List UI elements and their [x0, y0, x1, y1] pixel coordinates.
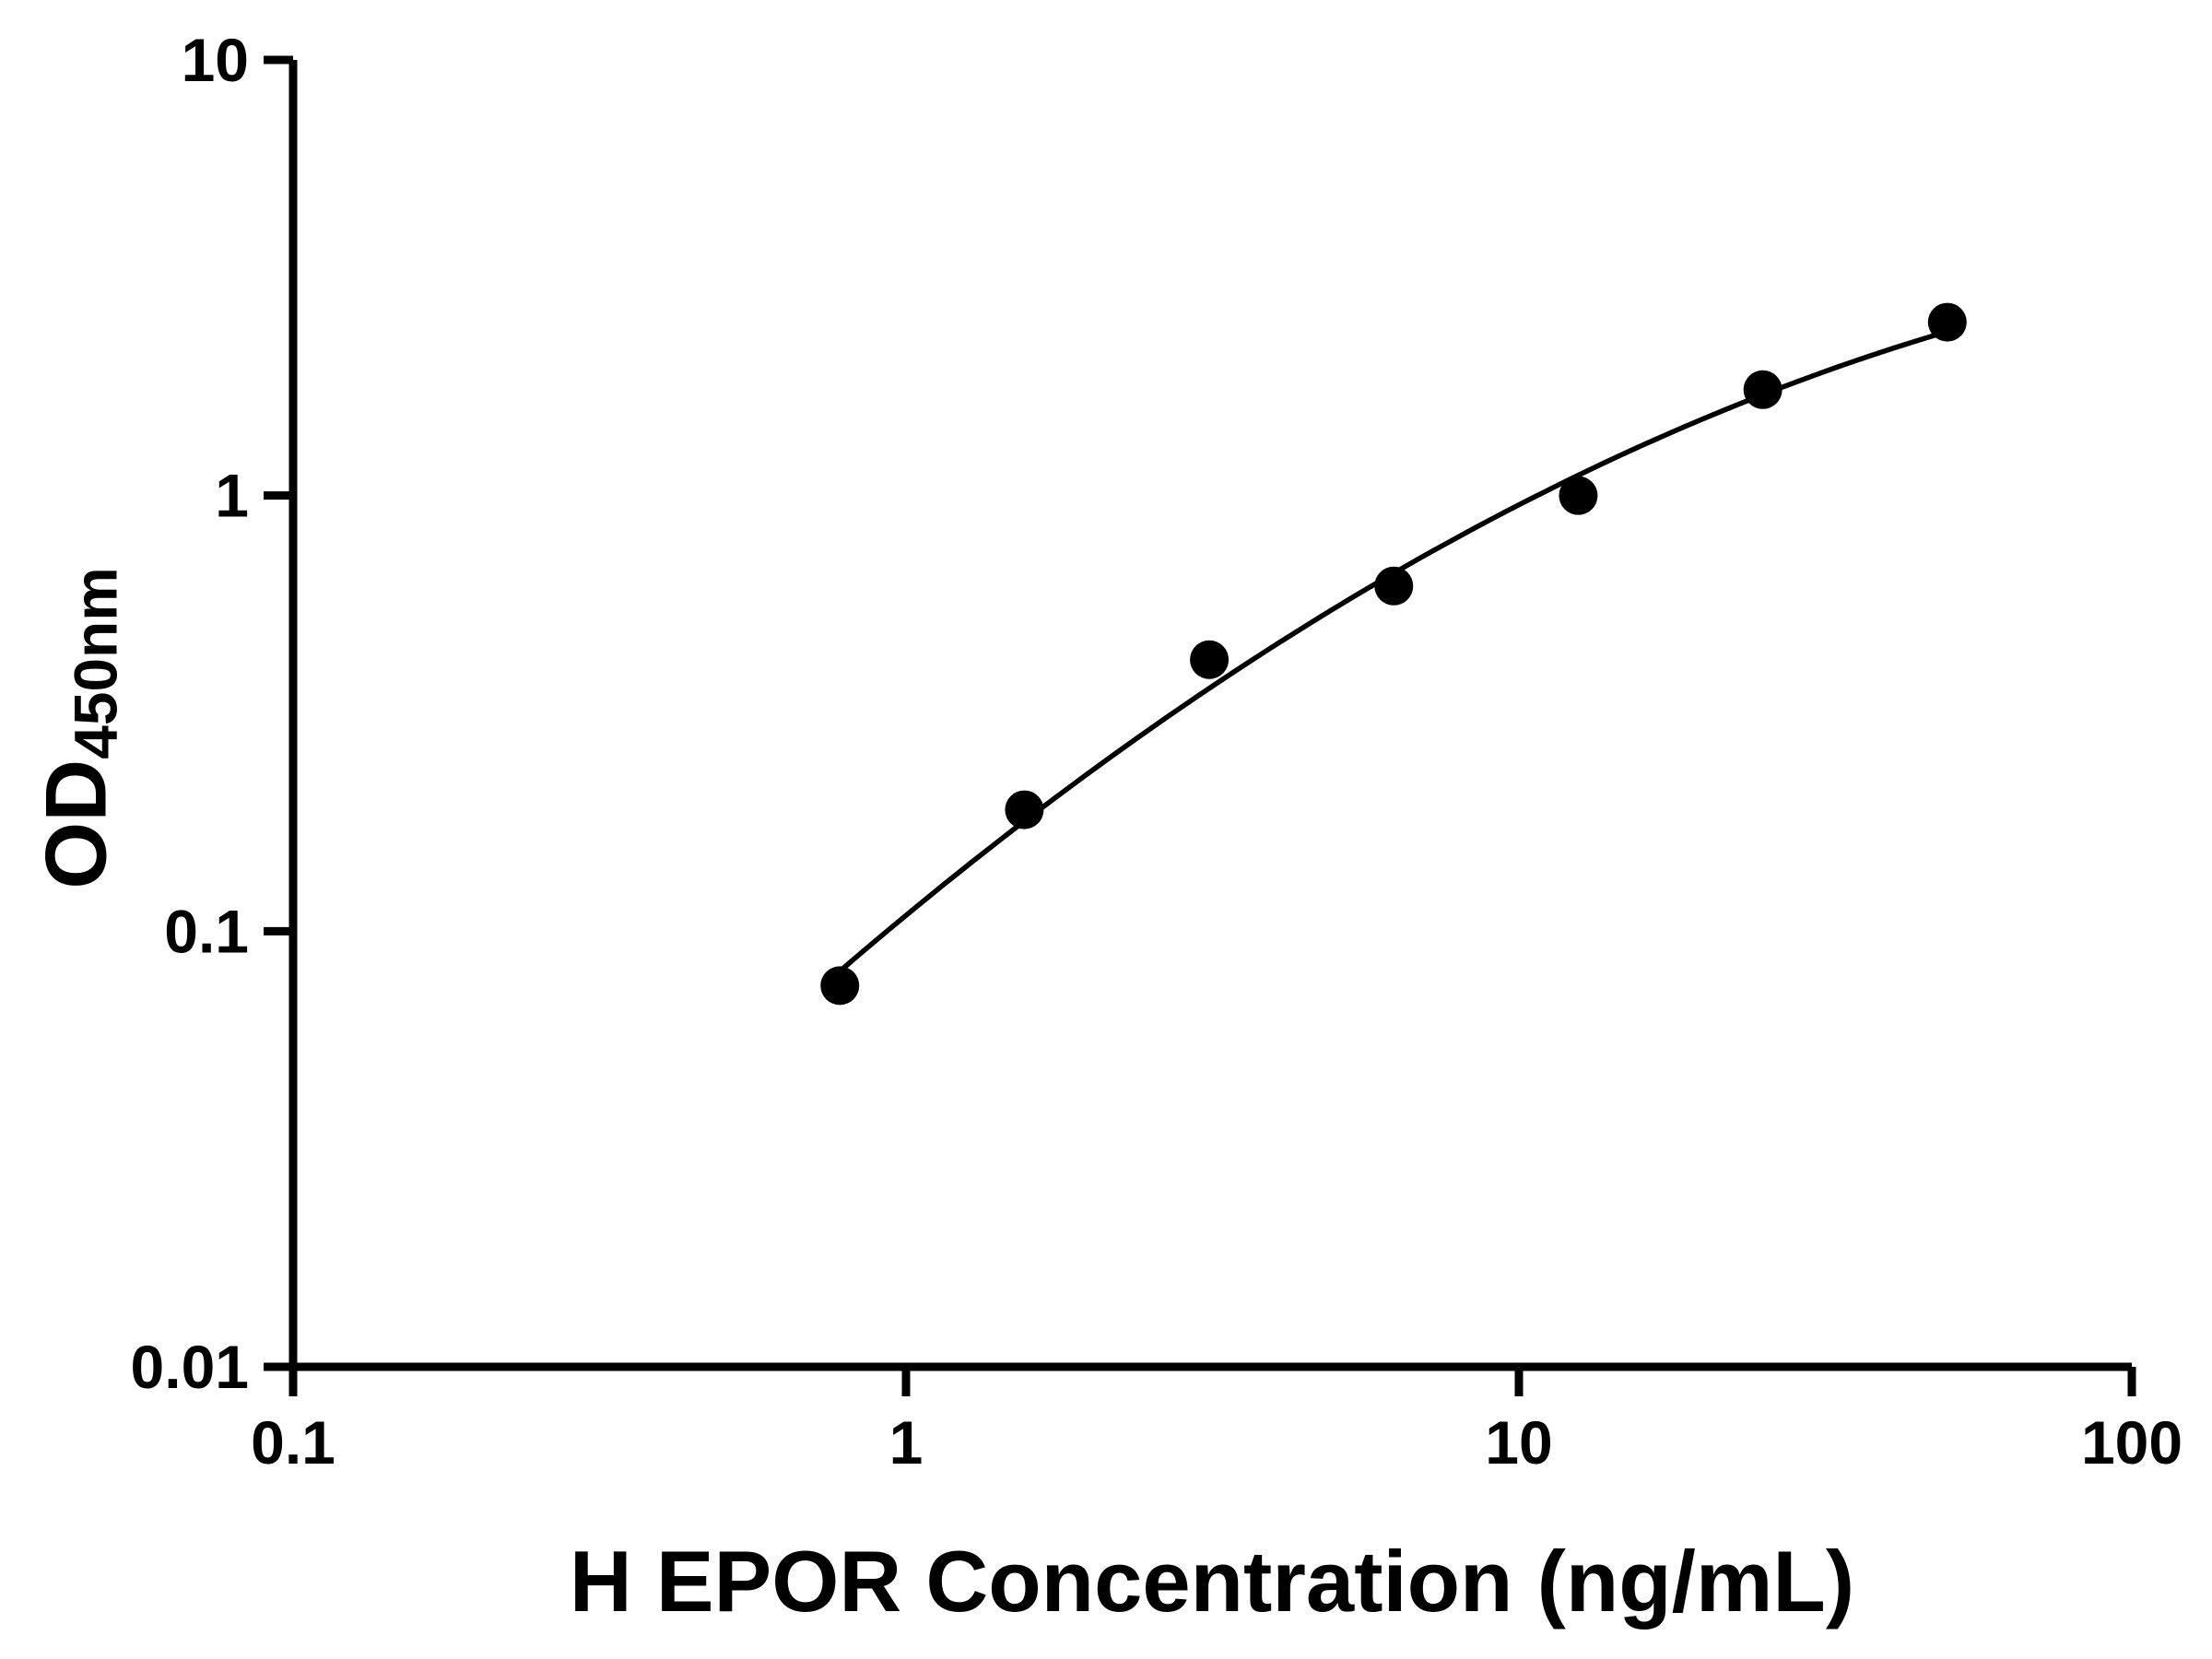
y-axis-tick-label: 0.1 [164, 897, 249, 965]
y-axis-tick-label: 1 [215, 462, 249, 530]
data-point [1374, 566, 1414, 606]
data-point [1927, 302, 1967, 342]
x-axis-tick-label: 10 [1485, 1408, 1552, 1477]
x-axis-tick-label: 1 [889, 1408, 924, 1477]
data-point [1559, 476, 1598, 515]
y-axis-title-main: OD [27, 759, 124, 889]
data-point [1005, 790, 1044, 830]
data-point [820, 966, 860, 1006]
y-axis-title: OD450nm [27, 567, 131, 888]
axes-spines [288, 60, 2132, 1371]
data-point [1743, 370, 1783, 409]
y-axis-tick-label: 10 [182, 26, 249, 94]
x-axis-tick-label: 0.1 [251, 1408, 335, 1477]
y-axis-tick-label: 0.01 [131, 1333, 249, 1401]
x-axis-tick-label: 100 [2081, 1408, 2183, 1477]
data-point [1190, 640, 1230, 679]
y-axis-title-subscript: 450nm [61, 567, 130, 759]
fit-curve [830, 328, 1953, 980]
x-axis-title: H EPOR Concentration (ng/mL) [569, 1533, 1855, 1630]
